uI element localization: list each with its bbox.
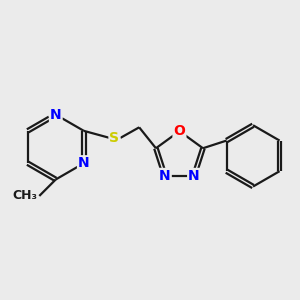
Text: S: S <box>110 131 119 145</box>
Text: CH₃: CH₃ <box>12 189 37 203</box>
Text: O: O <box>173 124 185 138</box>
Text: N: N <box>50 108 61 122</box>
Text: N: N <box>159 169 171 183</box>
Text: N: N <box>188 169 200 183</box>
Text: N: N <box>78 156 90 170</box>
